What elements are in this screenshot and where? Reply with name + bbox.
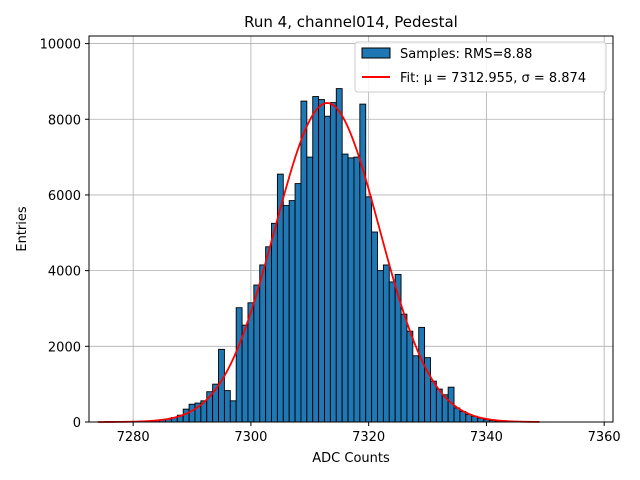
histogram-bar <box>382 264 390 423</box>
histogram-bar <box>377 270 384 423</box>
histogram-bar <box>324 115 331 423</box>
histogram-bar <box>306 156 314 423</box>
histogram-bar <box>418 326 426 423</box>
histogram-bar <box>335 88 343 423</box>
chart-title: Run 4, channel014, Pedestal <box>244 13 458 31</box>
histogram-bar <box>188 403 196 423</box>
histogram-bar <box>288 200 296 423</box>
legend-swatch-samples <box>361 47 391 59</box>
histogram-bar <box>341 153 349 423</box>
histogram-bar <box>223 390 231 423</box>
histogram-bar <box>353 156 361 423</box>
histogram-bar <box>265 246 272 423</box>
histogram-bar <box>229 400 237 423</box>
histogram-bar <box>235 307 243 423</box>
histogram-bar <box>347 157 355 423</box>
histogram-bar <box>318 99 325 423</box>
legend-label-fit: Fit: μ = 7312.955, σ = 8.874 <box>400 71 586 86</box>
ticks-layer: 7280 7300 7320 7340 7360 0 2000 4000 6000 8000 100… <box>40 38 621 445</box>
y-axis-label: Entries <box>15 206 30 252</box>
legend-label-samples: Samples: RMS=8.88 <box>400 47 532 62</box>
gaussian-fit-line <box>97 102 540 423</box>
x-tick-label: 7340 <box>470 430 503 445</box>
x-tick-label: 7300 <box>234 430 267 445</box>
y-tick-label: 0 <box>73 416 81 431</box>
bars-layer <box>135 88 514 423</box>
histogram-bar <box>359 103 367 423</box>
histogram-bar <box>430 380 437 423</box>
y-tick-label: 4000 <box>48 265 81 280</box>
histogram-bar <box>412 355 420 423</box>
fit-layer <box>97 102 540 423</box>
histogram-bar <box>271 222 278 423</box>
x-tick-label: 7280 <box>117 430 150 445</box>
x-axis-label: ADC Counts <box>312 451 390 466</box>
histogram-bar <box>259 264 267 423</box>
histogram-bar <box>388 281 396 423</box>
legend-box <box>354 41 607 93</box>
y-tick-label: 10000 <box>40 38 81 53</box>
histogram-bar <box>253 284 261 423</box>
plot-frame <box>88 35 614 423</box>
y-tick-label: 8000 <box>48 113 81 128</box>
x-tick-label: 7360 <box>588 430 621 445</box>
histogram-bar <box>365 196 373 423</box>
y-tick-label: 2000 <box>48 340 81 355</box>
histogram-bar <box>241 324 249 423</box>
y-tick-label: 6000 <box>48 189 81 204</box>
histogram-bar <box>406 330 414 423</box>
histogram-bar <box>300 100 308 423</box>
histogram-bar <box>182 408 190 423</box>
histogram-bar <box>294 183 302 423</box>
histogram-bar <box>400 313 408 423</box>
x-tick-label: 7320 <box>352 430 385 445</box>
histogram-bar <box>312 96 320 423</box>
histogram-bar <box>282 205 290 423</box>
histogram-bar <box>329 102 337 423</box>
histogram-bar <box>371 231 378 423</box>
legend: Samples: RMS=8.88 Fit: μ = 7312.955, σ =… <box>354 41 607 93</box>
histogram-bar <box>218 348 225 423</box>
histogram-bar <box>453 407 461 423</box>
